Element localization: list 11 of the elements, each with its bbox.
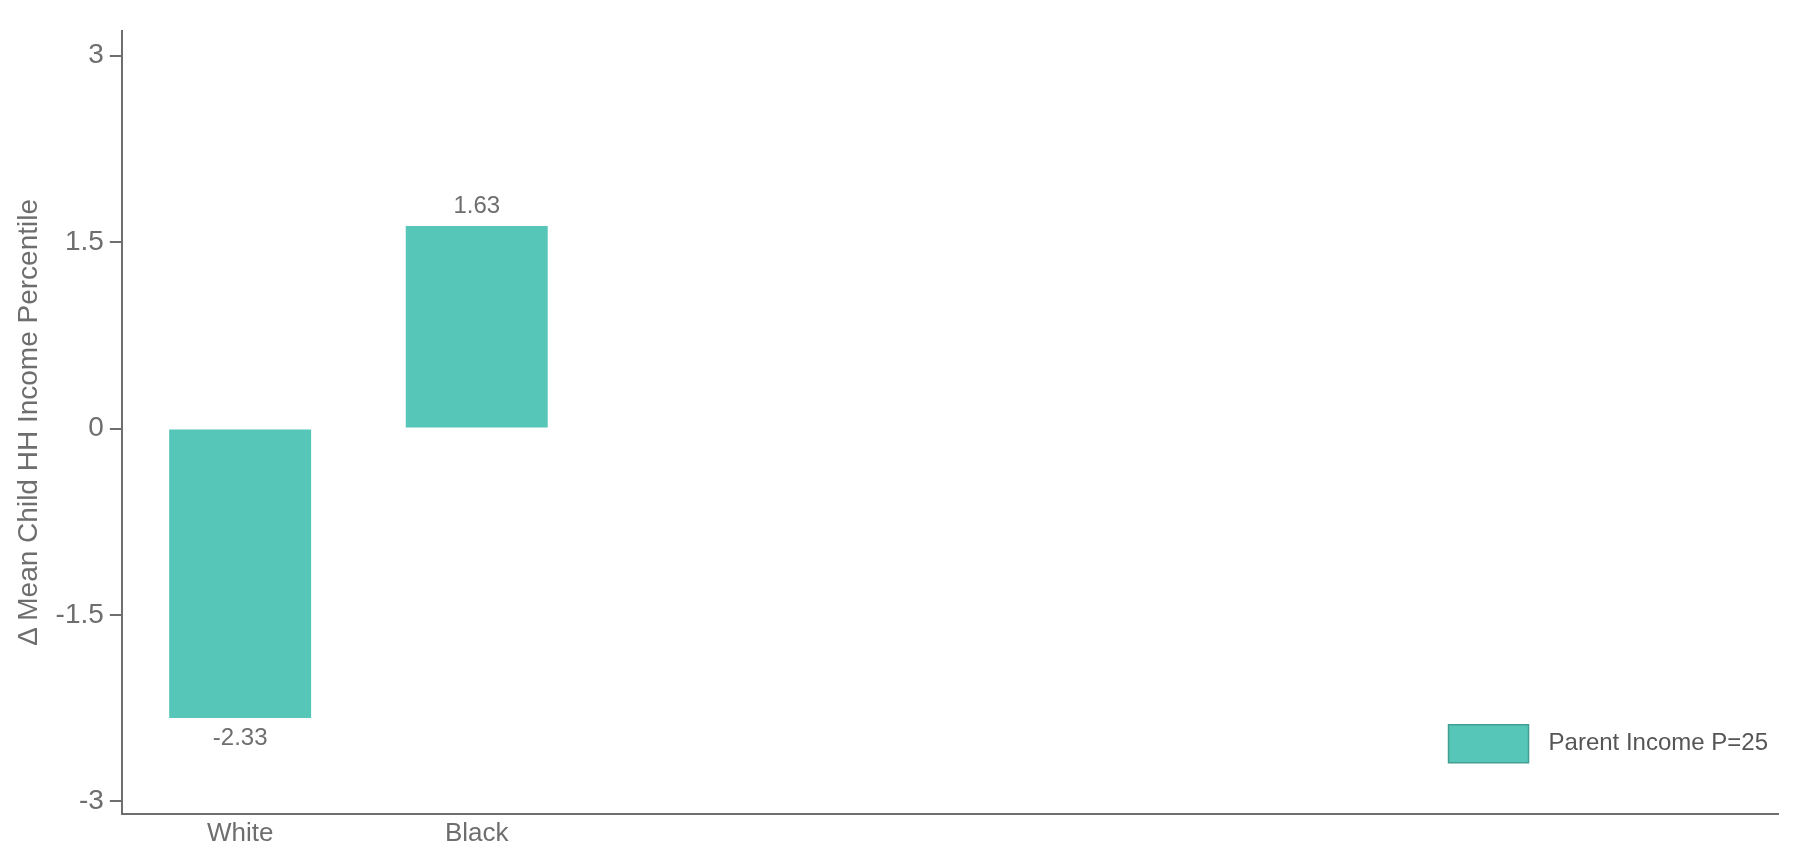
y-tick-label: -1.5 xyxy=(55,597,104,629)
y-tick-label: 3 xyxy=(88,38,104,70)
y-tick-label: 0 xyxy=(88,411,104,443)
x-tick-label: White xyxy=(206,816,274,847)
legend-label: Parent Income P=25 xyxy=(1548,728,1768,756)
y-tick-label: -3 xyxy=(78,784,104,816)
x-tick-label: Black xyxy=(444,816,510,847)
data-label: 1.63 xyxy=(453,190,501,218)
y-tick-label: 1.5 xyxy=(64,224,104,256)
y-axis-title: Δ Mean Child HH Income Percentile xyxy=(11,198,43,646)
data-label: -2.33 xyxy=(212,722,268,750)
